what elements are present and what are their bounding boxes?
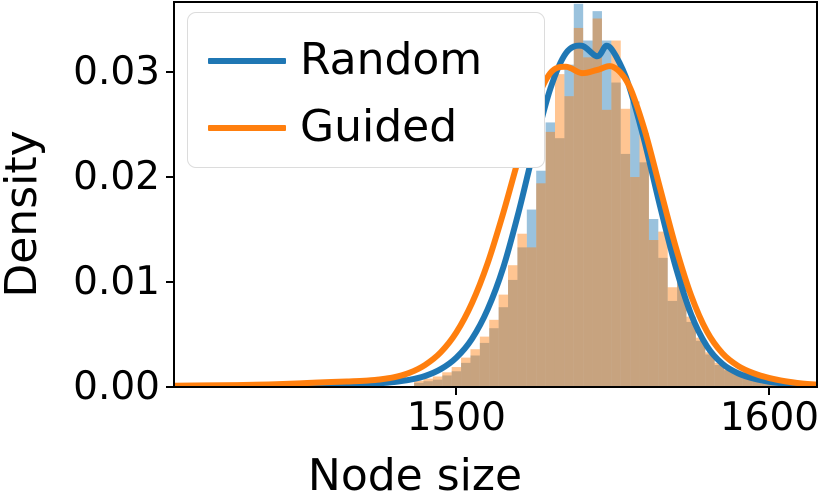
chart-legend: Random Guided — [187, 12, 545, 168]
axis-spine-left — [173, 2, 175, 388]
y-tick-label: 0.02 — [73, 154, 160, 200]
x-tick-label: 1600 — [719, 395, 820, 440]
y-tick-label: 0.00 — [73, 364, 160, 409]
y-tick-label-wrap: 0.00 — [0, 367, 160, 406]
legend-swatch-random — [208, 58, 286, 64]
legend-item-guided: Guided — [188, 98, 544, 158]
x-tick-mark — [768, 388, 771, 395]
legend-item-random: Random — [188, 31, 544, 91]
y-tick-label-wrap: 0.01 — [0, 262, 160, 301]
y-tick-label-wrap: 0.03 — [0, 52, 160, 91]
y-tick-mark — [166, 386, 173, 388]
y-tick-mark — [166, 71, 173, 74]
legend-label-random: Random — [300, 34, 483, 85]
distribution-chart-canvas — [173, 3, 818, 387]
axis-spine-bottom — [173, 386, 818, 388]
y-axis-label: Density — [0, 130, 47, 298]
plot-area — [173, 2, 818, 387]
x-tick-label: 1500 — [406, 395, 506, 440]
x-tick-mark — [455, 388, 458, 395]
y-tick-mark — [166, 281, 173, 283]
x-axis-label: Node size — [307, 450, 523, 501]
y-tick-label: 0.01 — [73, 259, 160, 304]
axis-spine-right — [816, 2, 818, 388]
y-tick-label: 0.03 — [73, 49, 160, 95]
y-tick-mark — [166, 176, 173, 179]
y-tick-label-wrap: 0.02 — [0, 157, 160, 196]
legend-swatch-guided — [208, 125, 286, 131]
legend-label-guided: Guided — [300, 101, 458, 152]
histogram-guided — [414, 18, 790, 387]
histogram-random — [414, 3, 790, 387]
axis-spine-top — [173, 1, 818, 3]
